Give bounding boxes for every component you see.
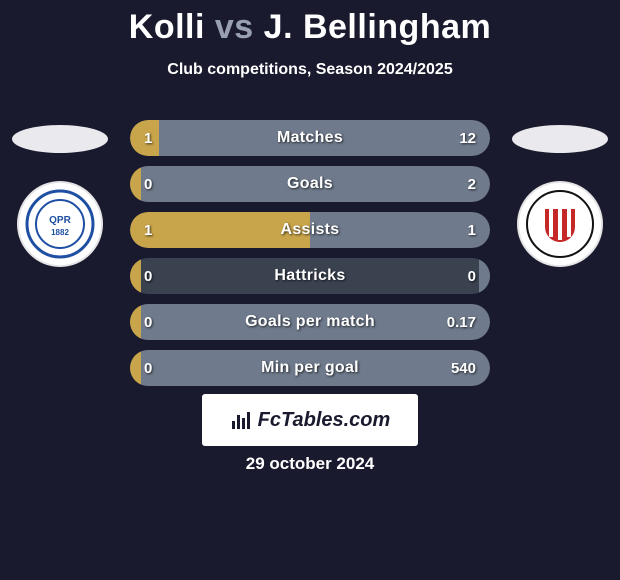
stat-label: Goals bbox=[130, 166, 490, 202]
sunderland-crest-icon bbox=[525, 189, 595, 259]
brand-text: FcTables.com bbox=[258, 409, 391, 432]
qpr-crest-icon: QPR 1882 bbox=[25, 189, 95, 259]
stat-row: 00Hattricks bbox=[130, 258, 490, 294]
svg-text:1882: 1882 bbox=[51, 228, 69, 237]
stat-label: Assists bbox=[130, 212, 490, 248]
comparison-title: Kolli vs J. Bellingham bbox=[0, 0, 620, 47]
team-left-crest: QPR 1882 bbox=[17, 181, 103, 267]
stat-row: 02Goals bbox=[130, 166, 490, 202]
chart-icon bbox=[230, 409, 252, 431]
vs-text: vs bbox=[215, 8, 254, 46]
player1-name: Kolli bbox=[129, 8, 205, 46]
stat-row: 0540Min per goal bbox=[130, 350, 490, 386]
stat-row: 00.17Goals per match bbox=[130, 304, 490, 340]
stat-row: 112Matches bbox=[130, 120, 490, 156]
team-right-crest bbox=[517, 181, 603, 267]
stat-row: 11Assists bbox=[130, 212, 490, 248]
stat-label: Goals per match bbox=[130, 304, 490, 340]
stat-label: Min per goal bbox=[130, 350, 490, 386]
stat-label: Matches bbox=[130, 120, 490, 156]
brand-box: FcTables.com bbox=[202, 394, 418, 446]
subtitle: Club competitions, Season 2024/2025 bbox=[0, 61, 620, 79]
team-right-column bbox=[510, 125, 610, 267]
stat-rows: 112Matches 02Goals 11Assists 00Hattricks 00.… bbox=[130, 120, 490, 396]
player-right-silhouette bbox=[512, 125, 608, 153]
svg-text:QPR: QPR bbox=[49, 215, 71, 226]
player2-name: J. Bellingham bbox=[264, 8, 492, 46]
team-left-column: QPR 1882 bbox=[10, 125, 110, 267]
date-text: 29 october 2024 bbox=[0, 454, 620, 474]
player-left-silhouette bbox=[12, 125, 108, 153]
stat-label: Hattricks bbox=[130, 258, 490, 294]
